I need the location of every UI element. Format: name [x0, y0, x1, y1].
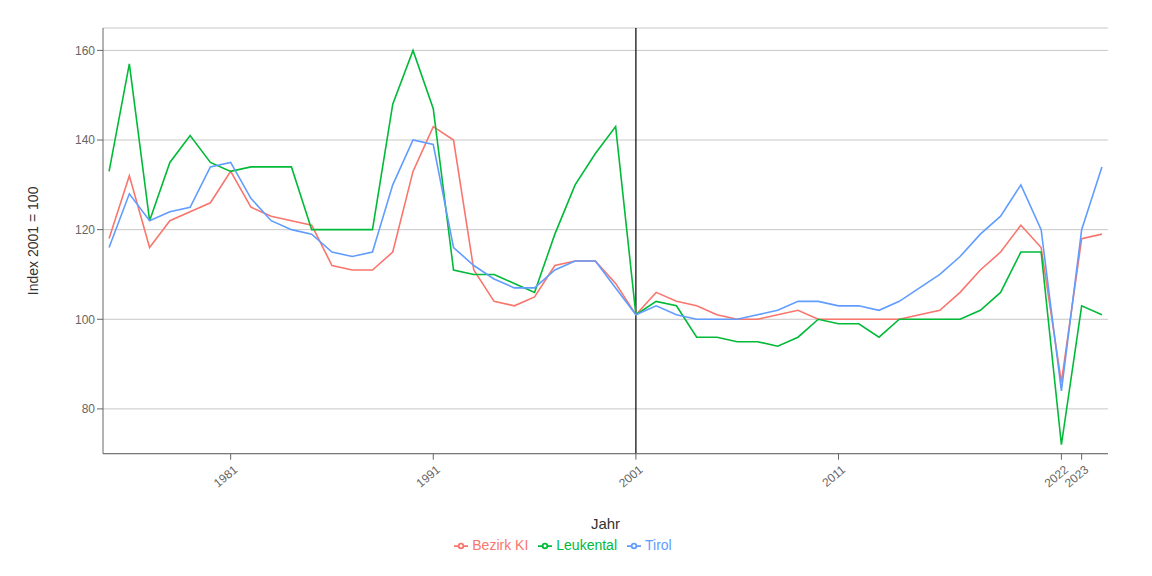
svg-text:2011: 2011 [819, 462, 848, 490]
svg-text:Index 2001 = 100: Index 2001 = 100 [25, 186, 41, 295]
html-text:Bezirk KI: Bezirk KI [472, 536, 529, 553]
svg-text:140: 140 [75, 133, 95, 147]
svg-text:80: 80 [82, 402, 96, 416]
svg-text:2022: 2022 [1041, 462, 1071, 491]
svg-text:2023: 2023 [1062, 462, 1092, 490]
html-text:Tirol: Tirol [645, 536, 672, 553]
svg-text:1991: 1991 [413, 462, 443, 490]
svg-text:1981: 1981 [211, 462, 241, 490]
svg-text:Jahr: Jahr [591, 515, 620, 532]
svg-text:160: 160 [75, 44, 95, 58]
svg-text:2001: 2001 [616, 462, 646, 490]
svg-text:120: 120 [75, 223, 95, 237]
html-text:Leukental: Leukental [556, 536, 617, 553]
svg-text:100: 100 [75, 313, 95, 327]
